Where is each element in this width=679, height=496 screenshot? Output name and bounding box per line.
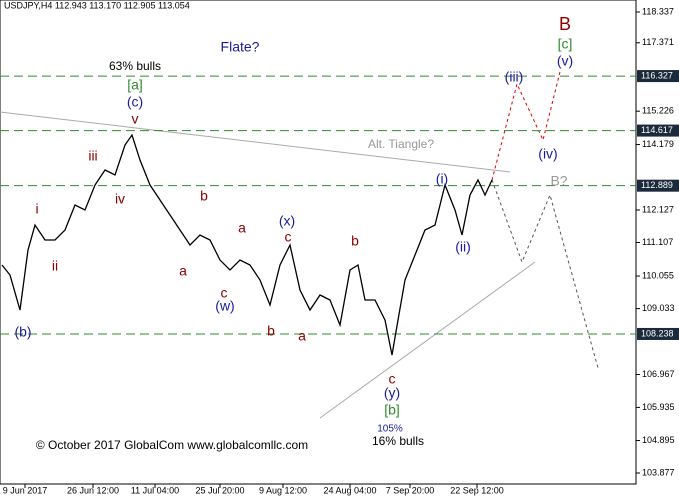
level-label-box <box>637 124 679 137</box>
y-tick-label: 118.337 <box>642 6 674 16</box>
annotation: B? <box>550 173 567 189</box>
annotation: (ii) <box>455 239 471 255</box>
y-tick-label: 106.967 <box>642 369 675 379</box>
alt-forecast-path <box>491 179 599 369</box>
plot-frame <box>0 0 637 485</box>
x-tick-label: 9 Jun 2017 <box>3 485 48 495</box>
annotation: [a] <box>127 77 143 93</box>
x-tick-label: 7 Sep 20:00 <box>386 485 435 495</box>
x-tick-label: 24 Aug 04:00 <box>323 485 376 495</box>
y-tick-label: 115.226 <box>642 106 674 116</box>
annotation: ii <box>52 258 58 274</box>
annotation: b <box>267 323 275 339</box>
level-label: 108.238 <box>641 328 674 338</box>
annotation: c <box>389 371 396 387</box>
chart-title: USDJPY,H4 112.943 113.170 112.905 113.05… <box>4 0 190 10</box>
annotation: a <box>238 220 246 236</box>
annotation: a <box>298 328 306 344</box>
level-label-box <box>637 179 679 192</box>
annotation: (i) <box>436 171 448 187</box>
annotation: 105% <box>377 424 403 435</box>
annotation: b <box>200 188 208 204</box>
x-tick-label: 22 Sep 12:00 <box>450 485 504 495</box>
forecast-path <box>491 71 561 181</box>
annotation: Alt. Tiangle? <box>368 137 434 151</box>
price-line <box>1 133 493 356</box>
annotation: c <box>221 285 228 301</box>
annotation: (x) <box>279 213 295 229</box>
annotation: (v) <box>557 53 573 69</box>
y-tick-label: 103.877 <box>642 467 675 477</box>
annotation: 63% bulls <box>109 59 161 73</box>
x-tick-label: 9 Aug 12:00 <box>259 485 307 495</box>
annotation: (y) <box>384 385 400 401</box>
annotation: v <box>132 111 139 127</box>
level-label: 116.327 <box>641 70 673 80</box>
annotation: iv <box>115 191 125 207</box>
y-tick-label: 114.179 <box>642 139 674 149</box>
annotation: © October 2017 GlobalCom www.globalcomll… <box>36 438 308 452</box>
trend-line <box>0 111 511 173</box>
annotation: 16% bulls <box>372 434 424 448</box>
annotation: c <box>285 229 292 245</box>
annotation: (c) <box>127 94 143 110</box>
y-tick-label: 110.055 <box>642 270 674 280</box>
annotation: iii <box>88 148 97 164</box>
annotation: i <box>35 201 38 217</box>
annotation: (w) <box>215 298 234 314</box>
annotation: B <box>559 14 571 34</box>
level-label-box <box>637 327 679 340</box>
y-tick-label: 111.107 <box>642 237 673 247</box>
y-tick-label: 104.895 <box>642 435 675 445</box>
annotation: (iii) <box>505 69 524 85</box>
x-tick-label: 11 Jul 04:00 <box>131 485 179 495</box>
level-label: 114.617 <box>641 125 673 135</box>
annotation: (iv) <box>538 146 557 162</box>
y-tick-label: 112.127 <box>642 204 674 214</box>
annotation: [c] <box>558 36 573 52</box>
x-tick-label: 26 Jun 12:00 <box>67 485 119 495</box>
annotation: Flate? <box>221 39 260 55</box>
annotation: (b) <box>14 324 31 340</box>
y-tick-label: 109.033 <box>642 303 675 313</box>
y-tick-label: 117.371 <box>642 37 674 47</box>
annotation: [b] <box>384 402 400 418</box>
annotation: a <box>179 263 187 279</box>
x-tick-label: 25 Jul 20:00 <box>195 485 244 495</box>
annotation: b <box>351 233 359 249</box>
level-label: 112.889 <box>641 180 673 190</box>
level-label-box <box>637 70 679 83</box>
trend-line <box>319 261 536 419</box>
y-tick-label: 105.935 <box>642 402 675 412</box>
